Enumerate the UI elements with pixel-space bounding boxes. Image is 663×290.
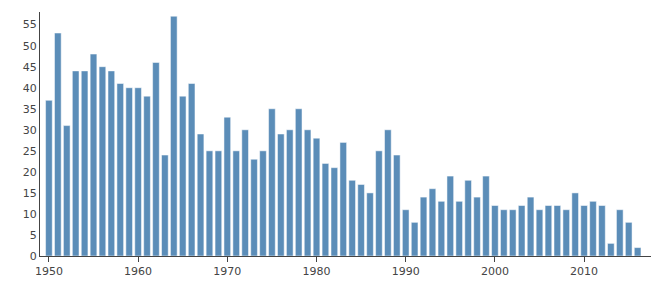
svg-text:0: 0 — [30, 250, 37, 263]
svg-text:2010: 2010 — [570, 265, 598, 278]
svg-text:1980: 1980 — [303, 265, 331, 278]
svg-text:40: 40 — [23, 82, 37, 95]
svg-text:45: 45 — [23, 61, 37, 74]
svg-text:55: 55 — [23, 18, 37, 31]
svg-text:50: 50 — [23, 40, 37, 53]
svg-text:1950: 1950 — [35, 265, 63, 278]
svg-text:30: 30 — [23, 124, 37, 137]
svg-text:25: 25 — [23, 145, 37, 158]
svg-text:15: 15 — [23, 187, 37, 200]
svg-text:2000: 2000 — [481, 265, 509, 278]
svg-text:1960: 1960 — [124, 265, 152, 278]
svg-text:5: 5 — [30, 229, 37, 242]
svg-text:35: 35 — [23, 103, 37, 116]
svg-text:1970: 1970 — [213, 265, 241, 278]
svg-text:1990: 1990 — [392, 265, 420, 278]
svg-text:20: 20 — [23, 166, 37, 179]
svg-text:10: 10 — [23, 208, 37, 221]
